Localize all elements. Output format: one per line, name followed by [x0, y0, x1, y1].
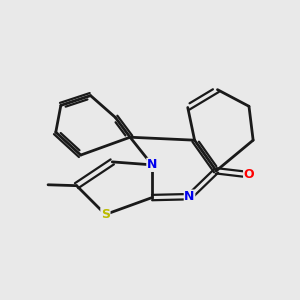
- Text: S: S: [101, 208, 110, 221]
- Text: N: N: [147, 158, 157, 171]
- Text: N: N: [184, 190, 195, 203]
- Text: O: O: [244, 168, 254, 181]
